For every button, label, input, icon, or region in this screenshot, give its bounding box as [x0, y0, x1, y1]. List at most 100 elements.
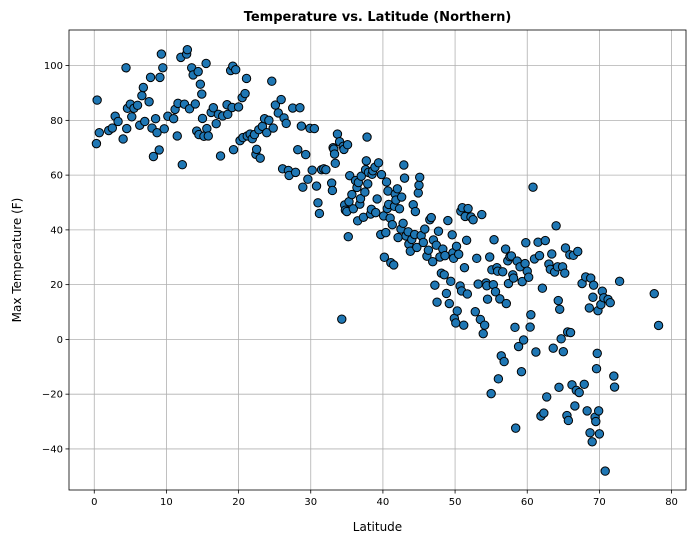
data-point: [542, 392, 552, 402]
data-point: [94, 127, 105, 138]
data-point: [201, 58, 211, 69]
x-tick-label: 0: [91, 497, 97, 508]
data-point: [138, 82, 149, 93]
data-point: [547, 249, 557, 259]
data-point: [473, 279, 483, 289]
data-point: [156, 49, 167, 59]
data-point: [468, 215, 478, 225]
data-point: [462, 289, 473, 299]
data-point: [290, 167, 301, 178]
data-point: [197, 113, 208, 124]
data-point: [600, 466, 610, 476]
data-point: [452, 306, 462, 316]
data-point: [430, 280, 440, 290]
data-point: [387, 219, 397, 230]
data-point: [486, 388, 496, 399]
data-points: [91, 45, 664, 476]
data-point: [132, 100, 143, 111]
data-point: [150, 114, 161, 124]
data-point: [463, 203, 473, 214]
data-point: [190, 99, 200, 109]
y-tick-label: 20: [50, 280, 63, 291]
x-tick-label: 50: [449, 497, 462, 508]
data-point: [392, 184, 403, 194]
y-tick-label: 80: [50, 116, 63, 127]
y-axis-title: Max Temperature (F): [10, 198, 24, 323]
data-point: [152, 127, 162, 138]
data-point: [591, 416, 601, 427]
data-point: [347, 189, 357, 200]
data-point: [520, 258, 530, 269]
data-point: [482, 294, 493, 304]
data-point: [197, 89, 207, 99]
data-point: [168, 114, 179, 124]
data-point: [410, 206, 421, 217]
data-point: [653, 320, 664, 331]
data-point: [343, 232, 353, 242]
plot-frame: [68, 29, 687, 491]
data-point: [582, 406, 592, 416]
x-tick-label: 20: [232, 497, 245, 508]
data-point: [145, 72, 156, 83]
data-point: [563, 415, 574, 426]
data-point: [489, 235, 499, 245]
data-point: [381, 227, 391, 238]
data-point: [495, 294, 505, 304]
data-point: [556, 334, 566, 344]
data-point: [478, 328, 488, 339]
x-tick-label: 10: [160, 497, 173, 508]
data-point: [531, 347, 541, 357]
data-point: [498, 267, 508, 277]
data-point: [107, 123, 118, 133]
data-point: [510, 322, 520, 333]
y-tick-label: 40: [50, 225, 63, 236]
data-point: [255, 153, 265, 163]
data-point: [208, 103, 219, 113]
data-point: [609, 371, 619, 381]
data-point: [303, 174, 313, 184]
data-point: [523, 272, 534, 282]
data-point: [551, 221, 561, 231]
x-tick-label: 70: [593, 497, 606, 508]
data-point: [591, 364, 602, 374]
data-point: [233, 102, 244, 112]
data-point: [215, 151, 226, 161]
data-point: [609, 382, 620, 392]
data-point: [441, 288, 452, 299]
data-point: [211, 118, 221, 129]
data-point: [614, 276, 625, 287]
data-point: [361, 156, 372, 166]
data-point: [155, 72, 165, 83]
data-point: [91, 138, 102, 149]
y-tick-label: −40: [42, 444, 63, 455]
data-point: [553, 295, 563, 306]
data-point: [298, 182, 308, 192]
data-point: [418, 237, 429, 248]
data-point: [241, 73, 252, 84]
data-point: [432, 297, 442, 307]
data-point: [172, 131, 182, 141]
data-point: [540, 235, 550, 246]
data-point: [399, 173, 410, 183]
data-point: [231, 65, 241, 75]
data-point: [477, 209, 487, 220]
data-point: [293, 144, 303, 155]
x-tick-label: 80: [665, 497, 678, 508]
x-tick-label: 30: [304, 497, 317, 508]
data-point: [223, 109, 233, 120]
data-point: [510, 423, 521, 433]
data-point: [423, 245, 434, 255]
data-point: [389, 260, 399, 270]
data-point: [415, 172, 425, 183]
data-point: [548, 343, 558, 353]
data-point: [592, 348, 602, 359]
data-point: [118, 134, 128, 144]
data-point: [356, 171, 366, 181]
data-point: [537, 283, 548, 293]
data-point: [177, 160, 188, 170]
data-point: [420, 224, 430, 234]
data-point: [203, 131, 213, 141]
data-point: [307, 165, 317, 175]
data-point: [501, 298, 512, 309]
